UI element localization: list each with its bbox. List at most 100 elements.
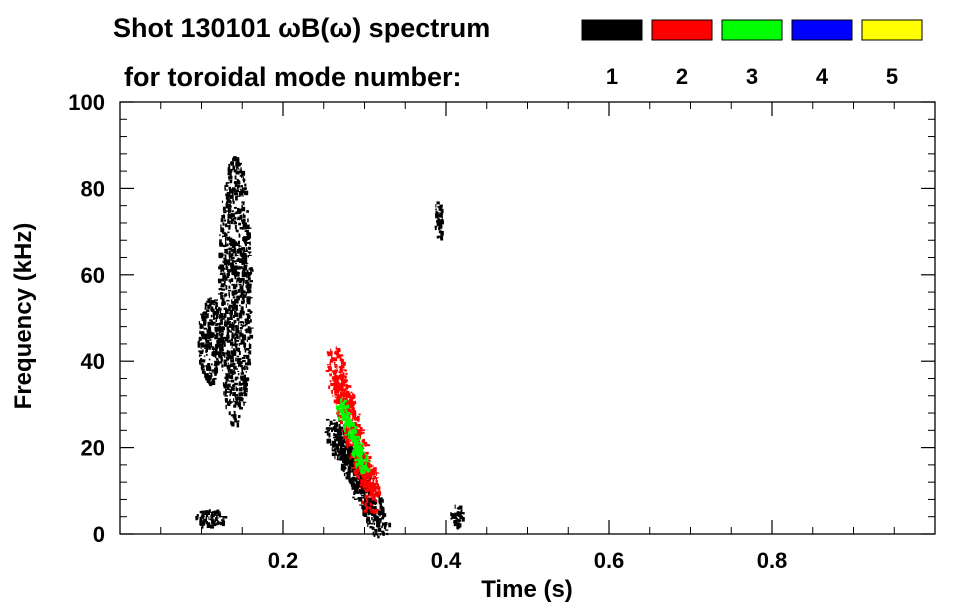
- spectral-point: [211, 322, 215, 326]
- spectral-point: [347, 411, 351, 415]
- spectral-point: [227, 214, 231, 219]
- spectral-point: [223, 340, 226, 344]
- spectral-point: [226, 191, 231, 197]
- spectral-point: [208, 509, 211, 513]
- spectral-point: [342, 392, 345, 394]
- spectral-point: [373, 529, 375, 531]
- spectral-point: [215, 311, 219, 315]
- spectral-point: [210, 373, 212, 378]
- spectral-point: [232, 316, 235, 318]
- spectral-point: [373, 468, 376, 474]
- spectral-point: [343, 393, 346, 396]
- spectral-point: [227, 367, 230, 373]
- spectral-point: [242, 338, 244, 341]
- spectral-point: [373, 476, 376, 479]
- spectral-point: [221, 317, 224, 320]
- spectral-point: [219, 234, 221, 237]
- spectral-point: [235, 227, 237, 231]
- spectral-point: [212, 310, 215, 315]
- spectral-point: [382, 498, 384, 503]
- spectral-point: [246, 210, 249, 213]
- spectral-point: [238, 244, 240, 247]
- spectral-point: [380, 512, 383, 515]
- spectral-point: [356, 481, 359, 486]
- spectral-point: [366, 508, 369, 514]
- legend-label-mode-5: 5: [886, 64, 898, 89]
- spectral-point: [208, 377, 212, 380]
- spectral-point: [340, 402, 343, 405]
- spectral-point: [235, 161, 239, 163]
- spectral-point: [349, 450, 353, 453]
- spectral-point: [357, 458, 360, 462]
- spectral-point: [365, 467, 367, 470]
- spectral-point: [371, 516, 373, 521]
- spectral-point: [224, 185, 229, 187]
- spectral-point: [369, 512, 371, 514]
- spectral-point: [235, 344, 238, 349]
- spectral-point: [220, 227, 224, 233]
- spectral-point: [342, 413, 346, 417]
- spectral-point: [244, 183, 247, 187]
- spectral-point: [376, 524, 379, 528]
- spectral-point: [230, 161, 235, 166]
- spectral-point: [233, 284, 236, 288]
- spectral-point: [229, 322, 231, 325]
- spectral-point: [454, 516, 456, 519]
- spectral-point: [440, 206, 442, 211]
- spectral-point: [435, 208, 437, 211]
- spectral-point: [332, 449, 337, 452]
- spectral-point: [223, 362, 227, 367]
- spectral-point: [233, 222, 237, 225]
- spectral-point: [438, 206, 443, 211]
- spectral-point: [337, 437, 342, 442]
- spectral-point: [347, 449, 351, 455]
- spectral-point: [214, 355, 217, 359]
- spectral-point: [340, 359, 344, 363]
- spectral-point: [372, 484, 375, 487]
- spectral-point: [365, 454, 368, 459]
- spectral-point: [347, 400, 352, 404]
- spectral-point: [241, 221, 246, 224]
- spectral-point: [337, 430, 339, 433]
- spectral-point: [230, 363, 234, 367]
- spectral-point: [369, 484, 372, 489]
- spectral-point: [357, 424, 361, 428]
- spectral-point: [345, 463, 350, 465]
- spectrogram-features: [195, 156, 465, 539]
- spectral-point: [241, 259, 243, 262]
- spectral-point: [241, 296, 245, 300]
- spectral-point: [246, 269, 249, 275]
- spectral-point: [222, 264, 225, 269]
- spectral-point: [379, 505, 382, 509]
- spectral-point: [378, 509, 380, 513]
- spectral-point: [345, 424, 348, 429]
- spectral-point: [218, 339, 223, 344]
- spectral-point: [219, 516, 224, 518]
- spectral-point: [354, 488, 357, 492]
- spectral-point: [367, 465, 371, 469]
- spectral-point: [234, 272, 237, 277]
- spectral-point: [248, 227, 252, 229]
- spectral-point: [350, 406, 353, 409]
- spectral-point: [239, 396, 243, 402]
- spectral-point: [228, 400, 231, 402]
- spectral-point: [335, 399, 338, 401]
- spectral-point: [228, 285, 231, 289]
- spectral-point: [216, 343, 221, 348]
- spectral-point: [237, 266, 242, 269]
- spectral-point: [329, 373, 332, 375]
- spectral-point: [247, 358, 251, 363]
- spectral-point: [234, 253, 237, 257]
- spectral-point: [354, 447, 358, 453]
- spectral-point: [241, 338, 243, 340]
- spectral-point: [249, 286, 252, 289]
- spectral-point: [245, 236, 249, 238]
- spectral-point: [461, 517, 465, 522]
- spectral-point: [372, 477, 375, 482]
- spectral-point: [242, 360, 246, 363]
- spectral-point: [435, 210, 438, 215]
- spectral-point: [457, 519, 461, 522]
- spectral-point: [360, 431, 363, 435]
- spectral-point: [356, 447, 361, 452]
- spectral-point: [334, 375, 338, 381]
